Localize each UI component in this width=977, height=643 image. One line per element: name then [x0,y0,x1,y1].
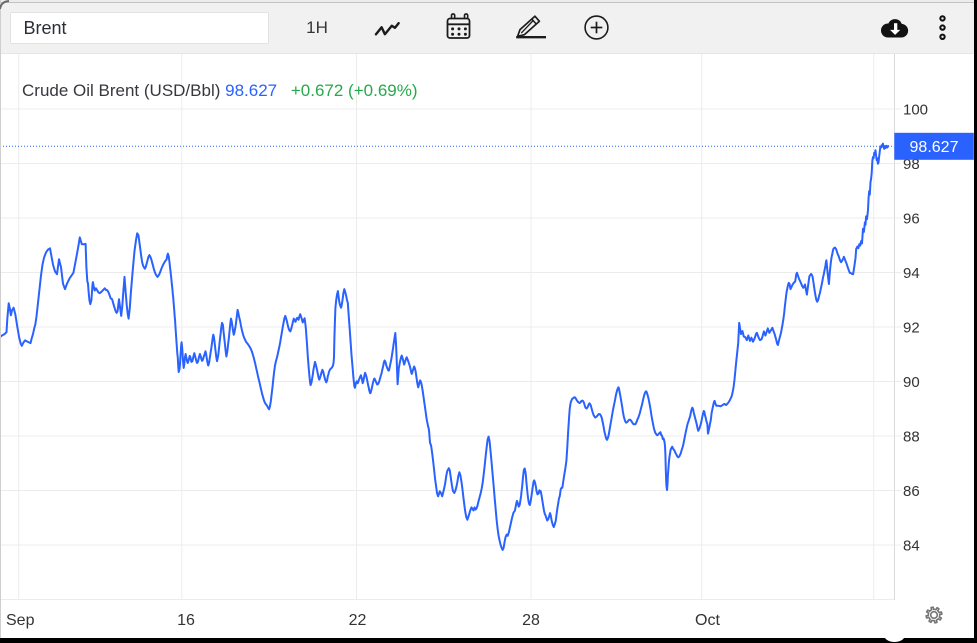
svg-text:16: 16 [177,612,195,629]
svg-text:86: 86 [903,483,920,500]
svg-text:90: 90 [903,374,920,391]
svg-text:98.627: 98.627 [910,139,959,156]
svg-text:28: 28 [522,612,540,629]
svg-text:100: 100 [903,101,928,118]
svg-text:Sep: Sep [6,612,35,629]
svg-text:94: 94 [903,265,920,282]
svg-text:96: 96 [903,210,920,227]
svg-text:Oct: Oct [695,612,720,629]
svg-text:92: 92 [903,319,920,336]
svg-text:22: 22 [349,612,367,629]
svg-text:88: 88 [903,428,920,445]
svg-text:84: 84 [903,537,920,554]
svg-text:98: 98 [903,156,920,173]
